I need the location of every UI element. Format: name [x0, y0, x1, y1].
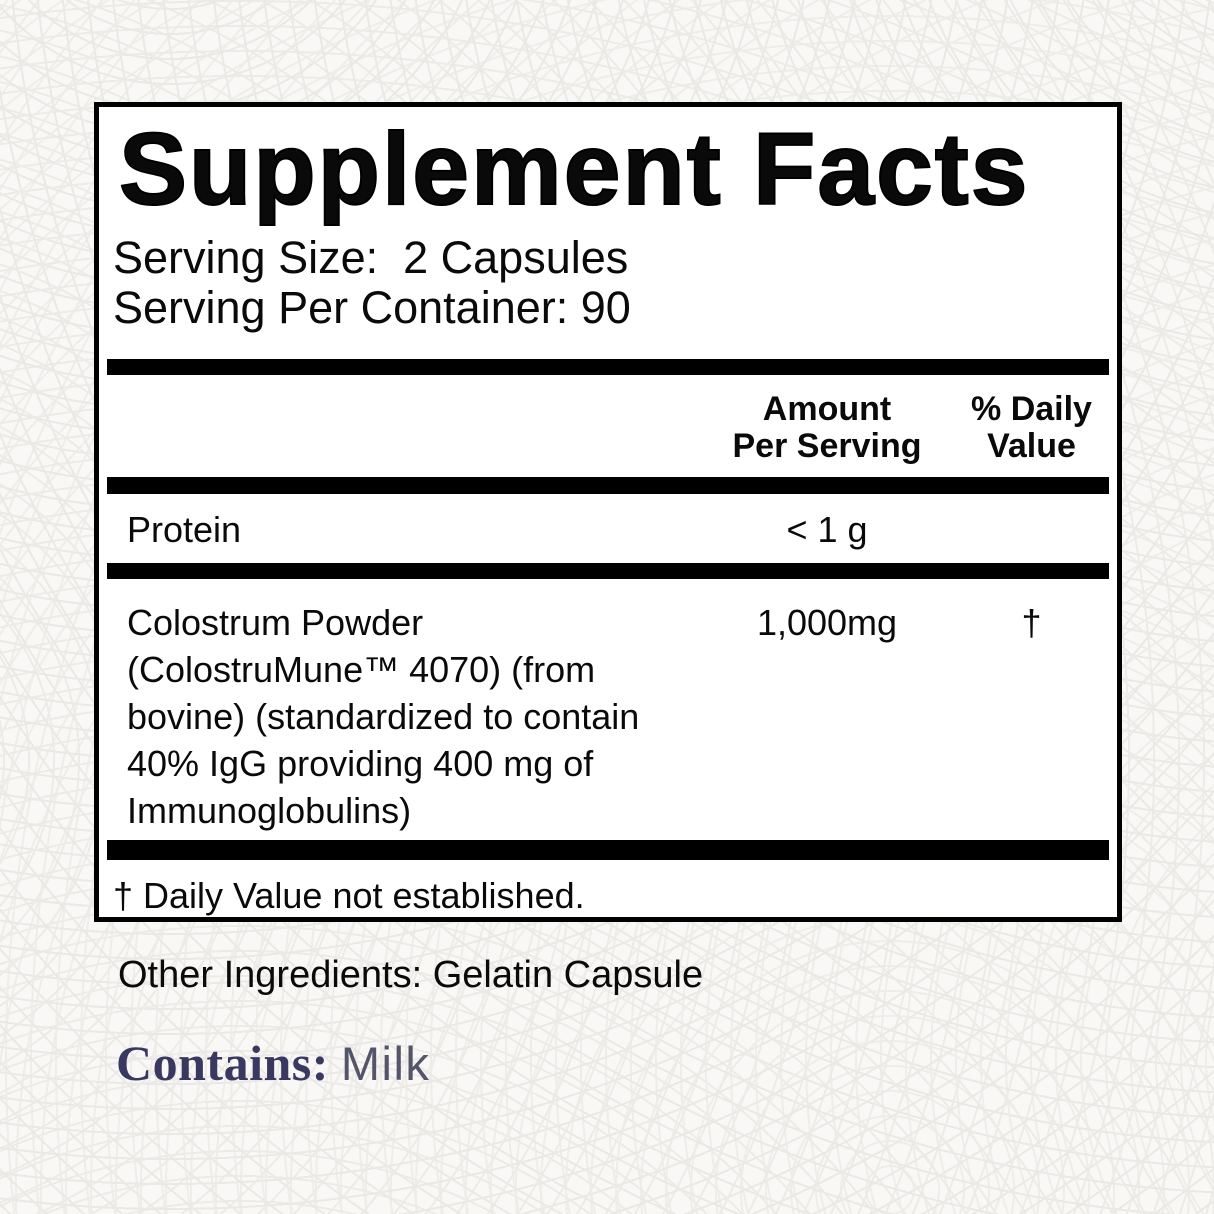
dv-header-line2: Value [987, 427, 1076, 466]
divider-bar-middle [107, 563, 1109, 580]
nutrient-daily-value [952, 509, 1111, 551]
contains-statement: Contains: Milk [116, 1034, 430, 1092]
divider-bar-top [107, 359, 1109, 376]
column-header-spacer [127, 391, 702, 465]
nutrient-name: Colostrum Powder (ColostruMune™ 4070) (f… [127, 602, 640, 832]
nutrient-amount: 1,000mg [756, 602, 898, 644]
contains-value: Milk [340, 1037, 431, 1090]
divider-bar-bottom [107, 840, 1109, 861]
other-ingredients: Other Ingredients: Gelatin Capsule [118, 954, 704, 996]
serving-size: Serving Size: 2 Capsules [113, 232, 629, 284]
table-row-colostrum: Colostrum Powder (ColostruMune™ 4070) (f… [99, 579, 1117, 840]
nutrient-name: Protein [127, 509, 242, 551]
nutrient-daily-value: † [1021, 602, 1042, 644]
divider-bar-header [107, 477, 1109, 495]
column-header-daily-value: % Daily Value [952, 391, 1111, 465]
column-header-row: Amount Per Serving % Daily Value [99, 375, 1117, 477]
nutrient-amount: < 1 g [786, 509, 868, 551]
panel-title: Supplement Facts [118, 112, 1030, 226]
contains-label: Contains: [116, 1035, 329, 1091]
dv-header-line1: % Daily [971, 390, 1092, 429]
column-header-amount: Amount Per Serving [702, 391, 952, 465]
table-row-protein: Protein < 1 g [99, 494, 1117, 563]
servings-per-container: Serving Per Container: 90 [113, 282, 631, 334]
supplement-facts-panel: Supplement Facts Serving Size: 2 Capsule… [94, 102, 1122, 922]
amount-header-line1: Amount [762, 390, 892, 429]
daily-value-footnote: † Daily Value not established. [113, 875, 585, 917]
amount-header-line2: Per Serving [732, 427, 922, 466]
